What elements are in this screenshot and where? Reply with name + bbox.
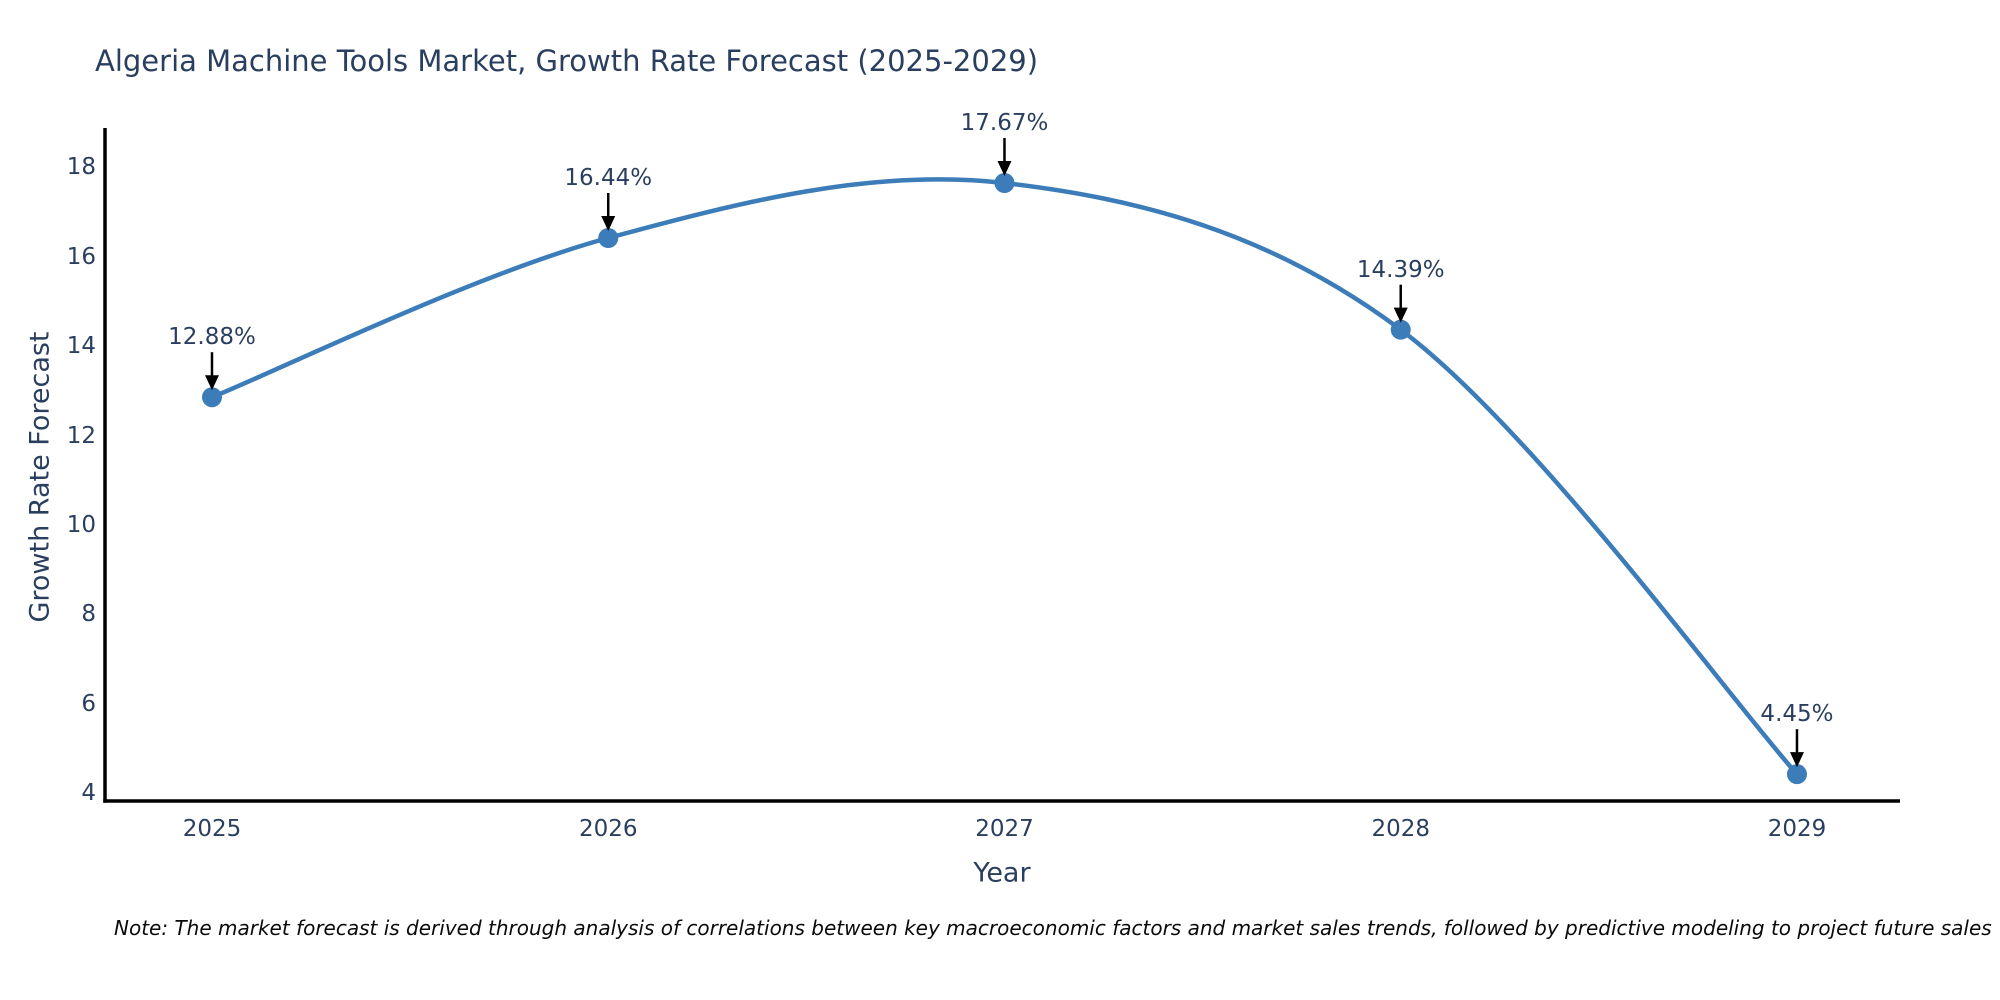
data-point-marker[interactable]: [201, 387, 222, 408]
y-tick-label: 14: [66, 333, 96, 360]
y-tick-label: 4: [81, 780, 96, 807]
annotation-arrowhead-icon: [204, 375, 219, 391]
y-tick-label: 10: [66, 511, 96, 538]
annotation-arrowhead-icon: [997, 161, 1012, 177]
y-tick-label: 16: [66, 243, 96, 270]
data-point-label: 17.67%: [960, 110, 1049, 136]
annotation-arrowhead-icon: [601, 216, 616, 232]
x-tick-label: 2026: [578, 816, 638, 842]
x-tick-label: 2029: [1767, 816, 1827, 842]
y-tick-label: 6: [81, 690, 96, 717]
annotation-arrowhead-icon: [1393, 307, 1408, 323]
data-point-label: 12.88%: [168, 324, 256, 351]
y-tick-label: 18: [66, 154, 96, 181]
data-point-marker[interactable]: [994, 173, 1015, 194]
annotation-arrowhead-icon: [1789, 752, 1804, 768]
data-point-label: 16.44%: [564, 165, 653, 191]
y-tick-label: 12: [66, 422, 96, 449]
x-axis-title: Year: [973, 857, 1031, 889]
data-point-label: 4.45%: [1760, 701, 1834, 728]
footnote: Note: The market forecast is derived thr…: [114, 916, 1992, 940]
x-tick-label: 2025: [182, 816, 242, 842]
data-point-label: 14.39%: [1356, 256, 1445, 283]
data-point-marker[interactable]: [1390, 319, 1411, 340]
y-tick-label: 8: [81, 601, 96, 628]
data-point-marker[interactable]: [1786, 764, 1807, 785]
x-tick-label: 2027: [975, 816, 1034, 842]
chart-title: Algeria Machine Tools Market, Growth Rat…: [95, 44, 1039, 78]
forecast-line: [209, 177, 1800, 777]
data-point-marker[interactable]: [598, 228, 619, 249]
x-tick-label: 2028: [1371, 816, 1430, 842]
